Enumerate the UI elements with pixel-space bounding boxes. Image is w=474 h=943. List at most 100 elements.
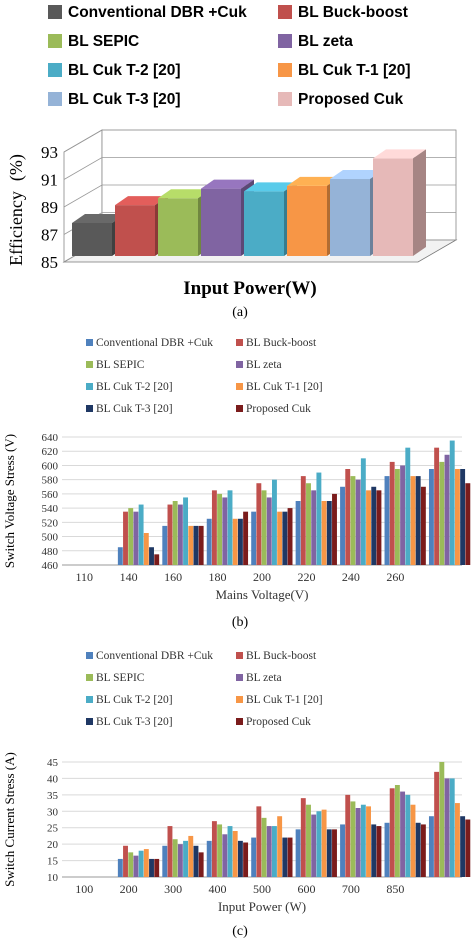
bar-top-a xyxy=(287,176,340,186)
legend-swatch xyxy=(86,674,93,681)
bar xyxy=(326,829,332,877)
bar xyxy=(149,547,154,565)
bar-front-a xyxy=(330,179,370,256)
legend-label-a: BL Cuk T-2 [20] xyxy=(68,62,181,79)
legend-label: BL Cuk T-3 [20] xyxy=(96,716,173,728)
bar xyxy=(400,465,406,565)
x-tick-label: 600 xyxy=(297,882,315,896)
bar xyxy=(237,840,243,877)
x-tick-label: 260 xyxy=(386,570,404,584)
bar-top-a xyxy=(72,214,125,223)
bar xyxy=(371,824,377,877)
bar xyxy=(306,804,311,877)
y-tick-label: 640 xyxy=(42,432,59,444)
bar xyxy=(454,469,460,565)
bar xyxy=(277,511,283,565)
bar-top-a xyxy=(201,179,254,189)
bar xyxy=(154,858,160,877)
legend-label: BL zeta xyxy=(246,672,282,684)
bar xyxy=(167,826,173,877)
legend-label-a: BL SEPIC xyxy=(68,33,139,50)
bar xyxy=(287,508,293,565)
bar xyxy=(384,822,390,877)
legend-swatch xyxy=(86,339,93,346)
x-tick-label: 200 xyxy=(120,882,138,896)
bar xyxy=(460,816,466,877)
bar xyxy=(439,461,445,565)
bar xyxy=(332,829,337,877)
bar xyxy=(206,840,212,877)
bar-top-a xyxy=(373,149,426,159)
bar xyxy=(143,533,149,565)
bar xyxy=(295,829,301,877)
legend-label: BL Cuk T-1 [20] xyxy=(246,381,323,393)
y-tick-label: 520 xyxy=(42,517,59,529)
legend-swatch xyxy=(236,696,243,703)
bar xyxy=(410,804,416,877)
legend-label: BL zeta xyxy=(246,359,282,371)
y-tick-label: 540 xyxy=(42,503,59,515)
bar xyxy=(261,817,267,877)
bar xyxy=(232,831,238,877)
bar xyxy=(376,490,382,565)
bar-front-a xyxy=(115,205,155,256)
bar xyxy=(366,490,371,565)
legend-label: Proposed Cuk xyxy=(246,716,311,728)
bar xyxy=(394,469,400,565)
bar xyxy=(133,511,139,565)
bar-a xyxy=(373,149,426,256)
bar xyxy=(143,849,149,877)
y-tick-label: 20 xyxy=(47,839,59,851)
y-axis-label-a-word: Efficiency xyxy=(6,191,26,266)
bar xyxy=(300,476,306,565)
legend-label-a: Proposed Cuk xyxy=(298,91,403,108)
y-tick-label-a: 93 xyxy=(41,143,58,162)
bar xyxy=(444,778,450,877)
bar xyxy=(454,803,460,877)
bar xyxy=(177,844,183,877)
x-tick-label: 140 xyxy=(120,570,138,584)
y-axis-label-a-unit: (%) xyxy=(6,154,27,181)
bar xyxy=(193,525,199,565)
bar-front-a xyxy=(72,223,112,256)
bar xyxy=(272,826,277,877)
bar xyxy=(444,454,450,565)
legend-label: Proposed Cuk xyxy=(246,403,311,415)
legend-label: BL SEPIC xyxy=(96,359,145,371)
bar xyxy=(465,819,471,877)
y-tick-label: 15 xyxy=(47,856,59,868)
bar xyxy=(251,511,257,565)
bar xyxy=(128,852,134,877)
bar xyxy=(434,771,440,877)
bar xyxy=(366,806,371,877)
legend-swatch-a xyxy=(48,34,62,48)
legend-label: BL Buck-boost xyxy=(246,337,317,349)
bar xyxy=(355,479,361,565)
bar xyxy=(282,837,288,877)
legend-swatch xyxy=(236,405,243,412)
bar xyxy=(266,826,272,877)
x-tick-label: 160 xyxy=(164,570,182,584)
bar xyxy=(439,762,445,877)
bar xyxy=(243,511,249,565)
legend-swatch xyxy=(236,674,243,681)
x-axis-label: Input Power (W) xyxy=(218,899,306,914)
bar xyxy=(326,501,332,565)
bar xyxy=(261,490,267,565)
legend-swatch xyxy=(236,718,243,725)
bar xyxy=(410,476,416,565)
bar xyxy=(138,850,144,877)
legend-swatch-a xyxy=(278,5,292,19)
bar xyxy=(332,493,337,565)
x-tick-label: 110 xyxy=(75,570,93,584)
bar xyxy=(300,798,306,877)
bar xyxy=(272,479,277,565)
x-tick-label: 100 xyxy=(75,882,93,896)
bar xyxy=(193,845,199,877)
y-tick-label-a: 89 xyxy=(41,198,58,217)
bar xyxy=(321,809,327,877)
legend-label-a: BL zeta xyxy=(298,33,353,50)
bar xyxy=(123,845,128,877)
bar-front-a xyxy=(201,188,241,256)
